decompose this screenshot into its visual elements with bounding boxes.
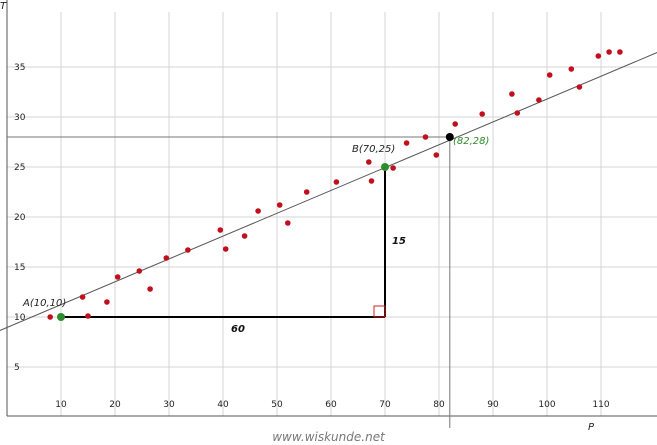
- data-point: [185, 247, 191, 253]
- data-point: [222, 246, 229, 252]
- data-points: [47, 49, 623, 320]
- x-tick-label: 40: [217, 400, 229, 410]
- data-point: [403, 140, 410, 146]
- trend-line: [0, 52, 657, 331]
- data-point: [514, 110, 521, 116]
- slope-triangle: [61, 167, 386, 318]
- x-tick-label: 100: [538, 400, 555, 410]
- data-point: [241, 233, 248, 239]
- x-tick-label: 20: [109, 400, 121, 410]
- data-point: [576, 84, 583, 90]
- data-point: [368, 178, 375, 184]
- data-point: [79, 294, 86, 300]
- x-tick-labels: 10 20 30 40 50 60 70 80 90 100 110: [55, 400, 610, 410]
- data-point: [114, 274, 121, 280]
- x-tick-label: 10: [55, 400, 67, 410]
- data-point: [479, 111, 486, 117]
- y-tick-label: 20: [14, 213, 26, 223]
- y-tick-labels: 5 10 15 20 25 30 35: [14, 63, 26, 373]
- data-point: [595, 53, 602, 59]
- data-point: [509, 91, 515, 97]
- x-tick-label: 50: [271, 400, 283, 410]
- right-angle-marker: [373, 305, 386, 318]
- x-tick-label: 110: [592, 400, 609, 410]
- grid-lines: [7, 12, 657, 416]
- data-point: [163, 255, 170, 261]
- data-point: [333, 179, 340, 185]
- y-tick-label: 30: [14, 113, 26, 123]
- point-b-label: B(70,25): [352, 144, 395, 155]
- data-point: [390, 165, 396, 171]
- data-point: [85, 313, 91, 319]
- data-point: [147, 286, 153, 292]
- data-point: [47, 314, 53, 320]
- data-point: [422, 134, 429, 140]
- point-c-label: (82,28): [453, 136, 489, 147]
- x-tick-label: 30: [163, 400, 175, 410]
- point-c-marker: [445, 133, 454, 141]
- data-point: [217, 227, 224, 233]
- data-point: [536, 97, 542, 103]
- data-point: [276, 202, 283, 208]
- x-tick-label: 90: [487, 400, 499, 410]
- data-point: [136, 268, 143, 274]
- point-a-marker: [57, 313, 65, 321]
- data-point: [452, 121, 459, 127]
- data-point: [433, 152, 440, 158]
- data-point: [255, 208, 261, 214]
- data-point: [104, 299, 110, 305]
- point-b-marker: [381, 163, 389, 171]
- data-point: [606, 49, 612, 55]
- data-point: [285, 220, 291, 226]
- x-tick-label: 80: [433, 400, 445, 410]
- axes: [6, 0, 657, 417]
- y-tick-label: 10: [14, 313, 26, 323]
- x-tick-label: 60: [325, 400, 337, 410]
- y-axis-label: T: [0, 1, 7, 12]
- x-axis-label: P: [588, 422, 595, 433]
- highlighted-points: [57, 133, 454, 321]
- site-credit: www.wiskunde.net: [272, 430, 385, 444]
- y-tick-label: 25: [14, 163, 25, 173]
- rise-label: 15: [392, 236, 406, 247]
- y-tick-label: 5: [14, 363, 20, 373]
- guide-lines: [7, 136, 451, 428]
- y-tick-label: 35: [14, 63, 25, 73]
- y-tick-label: 15: [14, 263, 25, 273]
- run-label: 60: [231, 324, 245, 335]
- data-point: [568, 66, 575, 72]
- point-a-label: A(10,10): [22, 298, 66, 309]
- data-point: [366, 159, 372, 165]
- data-point: [617, 49, 623, 55]
- data-point: [546, 72, 553, 78]
- data-point: [303, 189, 310, 195]
- x-tick-label: 70: [379, 400, 391, 410]
